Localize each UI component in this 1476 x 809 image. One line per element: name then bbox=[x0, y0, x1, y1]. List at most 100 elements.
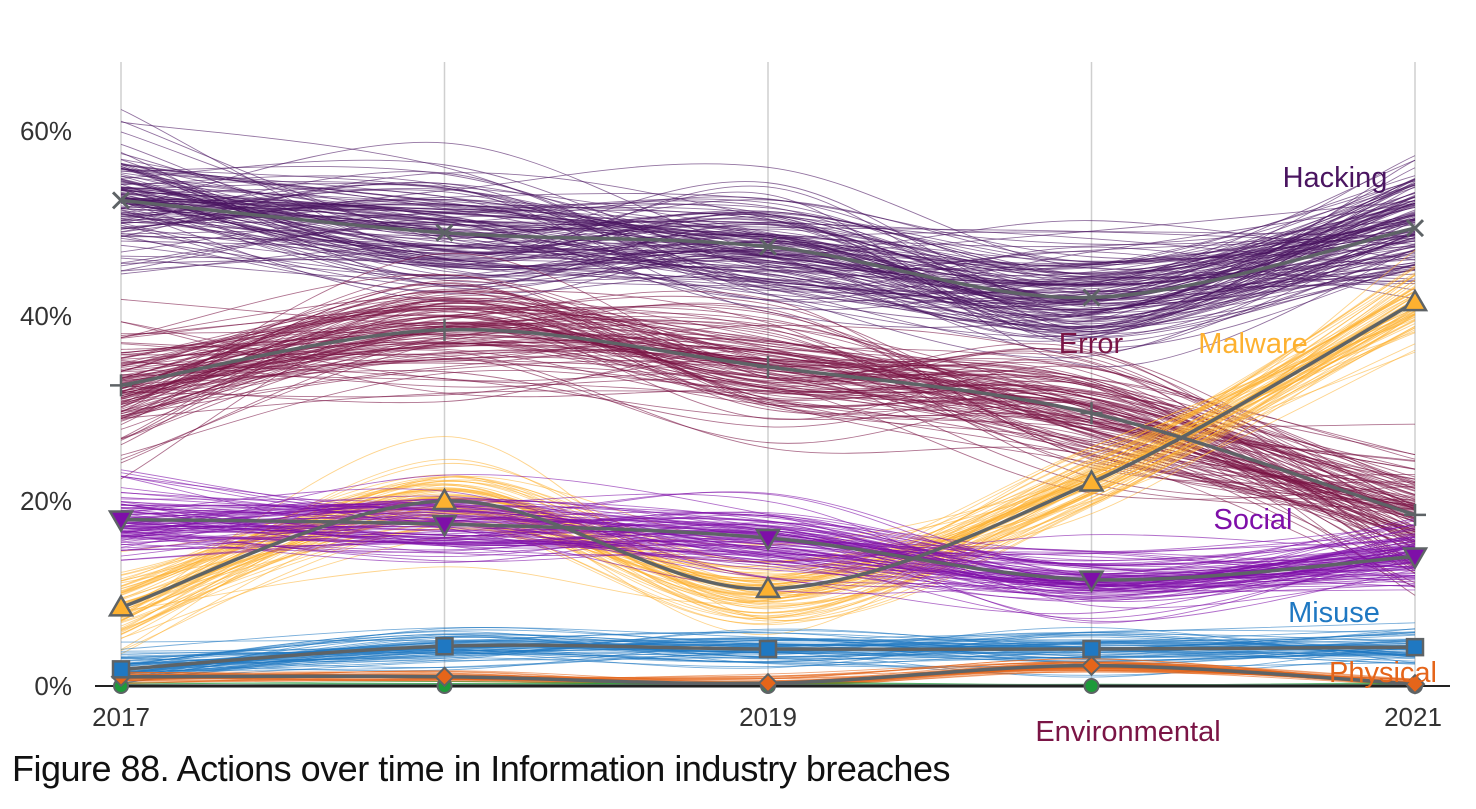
sample-line bbox=[120, 297, 1416, 511]
x-axis-ticks: 2017 2019 2021 bbox=[92, 702, 1442, 732]
marker-misuse-2017 bbox=[111, 660, 131, 679]
marker-error-2017 bbox=[110, 374, 132, 397]
sample-line bbox=[120, 319, 1416, 530]
marker-error-2021 bbox=[1404, 503, 1426, 526]
sample-line bbox=[120, 197, 1416, 311]
sample-line bbox=[120, 109, 1416, 267]
x-tick-label: 2017 bbox=[92, 702, 150, 732]
marker-misuse-2018 bbox=[435, 636, 454, 656]
marker-malware-2018 bbox=[431, 487, 458, 511]
sample-line bbox=[120, 159, 1416, 368]
sample-line bbox=[120, 121, 1416, 318]
marker-misuse-2021 bbox=[1405, 637, 1425, 657]
series-label-social: Social bbox=[1214, 504, 1293, 536]
marker-social-2021 bbox=[1401, 547, 1429, 570]
marker-social-2018 bbox=[431, 514, 458, 538]
marker-malware-2020 bbox=[1078, 469, 1105, 492]
series-label-malware: Malware bbox=[1198, 328, 1308, 360]
marker-hacking-2021 bbox=[1405, 219, 1425, 238]
series-label-physical: Physical bbox=[1329, 657, 1437, 689]
x-tick-label: 2019 bbox=[739, 702, 797, 732]
sample-line bbox=[120, 302, 1416, 518]
sample-line bbox=[120, 209, 1416, 325]
sample-line bbox=[120, 337, 1416, 574]
marker-misuse-2019 bbox=[758, 639, 778, 659]
sample-line bbox=[120, 290, 1416, 639]
marker-hacking-2019 bbox=[758, 237, 778, 256]
sample-line bbox=[120, 172, 1416, 328]
series-label-misuse: Misuse bbox=[1288, 597, 1380, 629]
marker-social-2019 bbox=[754, 528, 782, 552]
sample-line bbox=[120, 188, 1416, 278]
sample-line bbox=[120, 184, 1416, 300]
y-tick-label: 0% bbox=[34, 671, 72, 701]
sample-line bbox=[120, 189, 1416, 328]
sample-line bbox=[120, 517, 1416, 580]
sample-line bbox=[120, 167, 1416, 326]
sample-line bbox=[120, 182, 1416, 291]
marker-hacking-2018 bbox=[435, 223, 454, 242]
sample-line bbox=[120, 345, 1416, 574]
sample-line bbox=[120, 491, 1416, 587]
sample-line bbox=[120, 298, 1416, 580]
sample-line bbox=[120, 186, 1416, 299]
sample-line bbox=[120, 165, 1416, 267]
y-tick-label: 40% bbox=[20, 301, 72, 331]
sample-line bbox=[120, 197, 1416, 298]
series-markers bbox=[107, 191, 1429, 695]
sample-line bbox=[120, 187, 1416, 320]
sample-line bbox=[120, 339, 1416, 547]
sample-line bbox=[120, 298, 1416, 553]
sample-line bbox=[120, 290, 1416, 477]
marker-physical-2019 bbox=[757, 672, 779, 694]
sample-line bbox=[120, 199, 1416, 337]
sample-line bbox=[120, 186, 1416, 340]
marker-error-2019 bbox=[757, 355, 779, 378]
sample-line bbox=[120, 202, 1416, 295]
sample-line bbox=[120, 347, 1416, 499]
sample-line bbox=[120, 474, 1416, 602]
marker-physical-2021 bbox=[1404, 673, 1426, 695]
series-label-environmental: Environmental bbox=[1035, 716, 1220, 748]
series-label-error: Error bbox=[1059, 328, 1124, 360]
sample-line bbox=[120, 324, 1416, 509]
marker-hacking-2017 bbox=[111, 191, 131, 210]
sample-line bbox=[120, 159, 1416, 295]
sample-line bbox=[120, 634, 1416, 668]
marker-social-2020 bbox=[1078, 570, 1105, 594]
marker-malware-2017 bbox=[107, 593, 135, 617]
marker-misuse-2020 bbox=[1082, 639, 1101, 659]
sample-line bbox=[120, 511, 1416, 570]
marker-hacking-2020 bbox=[1082, 288, 1101, 307]
marker-social-2017 bbox=[107, 510, 135, 533]
marker-physical-2018 bbox=[434, 666, 455, 688]
sample-line bbox=[120, 203, 1416, 275]
marker-malware-2021 bbox=[1401, 288, 1429, 312]
sample-line bbox=[120, 632, 1416, 675]
sample-line bbox=[120, 359, 1416, 500]
sample-line bbox=[120, 214, 1416, 286]
y-axis-ticks: 0% 20% 40% 60% bbox=[20, 116, 72, 701]
sample-line bbox=[120, 159, 1416, 306]
sample-line bbox=[120, 181, 1416, 284]
sample-line bbox=[120, 320, 1416, 569]
sample-line bbox=[120, 523, 1416, 584]
sample-line bbox=[120, 514, 1416, 566]
sample-line bbox=[120, 637, 1416, 672]
marker-physical-2020 bbox=[1081, 655, 1102, 677]
sample-line bbox=[120, 199, 1416, 311]
marker-malware-2019 bbox=[754, 575, 782, 599]
sample-line bbox=[120, 303, 1416, 512]
marker-error-2020 bbox=[1080, 402, 1103, 425]
sample-line bbox=[120, 198, 1416, 306]
sample-line bbox=[120, 301, 1416, 622]
sample-line bbox=[120, 316, 1416, 456]
marker-error-2018 bbox=[433, 318, 456, 341]
sample-line bbox=[120, 191, 1416, 313]
y-tick-label: 60% bbox=[20, 116, 72, 146]
sample-line bbox=[120, 504, 1416, 581]
sample-line bbox=[120, 204, 1416, 311]
sample-line bbox=[120, 315, 1416, 551]
sample-line bbox=[120, 318, 1416, 611]
